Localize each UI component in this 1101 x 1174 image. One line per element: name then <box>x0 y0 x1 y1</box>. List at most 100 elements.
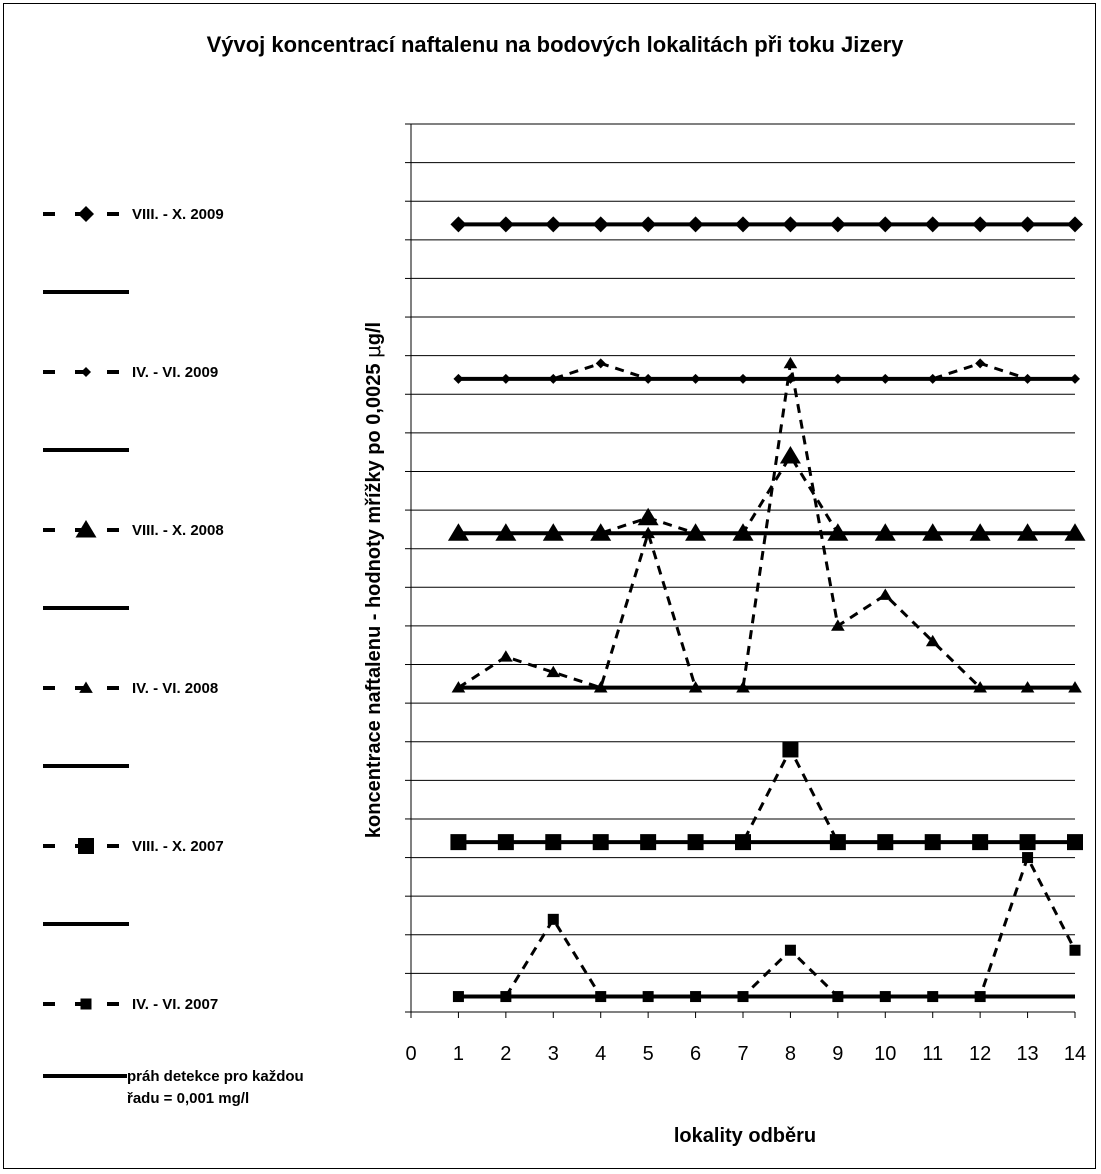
axes <box>405 123 1076 1018</box>
x-tick-label: 0 <box>405 1043 416 1065</box>
data-point <box>451 681 466 693</box>
x-tick-label: 5 <box>643 1043 654 1065</box>
legend-threshold-entry: práh detekce pro každou řadu = 0,001 mg/l <box>43 1068 304 1107</box>
data-point <box>832 991 844 1003</box>
legend-marker <box>78 206 94 222</box>
x-tick-label: 7 <box>737 1043 748 1065</box>
data-point <box>969 523 991 541</box>
data-point <box>782 216 799 233</box>
series-line <box>458 361 1075 381</box>
x-tick-label: 11 <box>922 1043 943 1065</box>
series <box>453 358 1080 384</box>
legend-label: IV. - VI. 2009 <box>132 364 218 381</box>
series-line <box>458 746 1075 844</box>
data-point <box>545 834 562 851</box>
legend-label: IV. - VI. 2007 <box>132 996 218 1013</box>
x-tick-label: 10 <box>874 1043 896 1065</box>
x-tick-label: 4 <box>595 1043 606 1065</box>
data-point <box>831 619 845 631</box>
data-point <box>973 681 987 693</box>
series <box>452 852 1081 1003</box>
data-point <box>1069 944 1081 956</box>
data-point <box>782 741 799 758</box>
data-point <box>779 446 801 464</box>
data-point <box>497 216 514 233</box>
series <box>450 741 1083 851</box>
data-point <box>783 356 798 369</box>
data-point <box>450 216 467 233</box>
data-point <box>690 991 702 1003</box>
series-line <box>458 453 1075 535</box>
data-point <box>1067 216 1083 233</box>
data-point <box>450 834 467 851</box>
legend-entry: VIII. - X. 2008 <box>43 520 224 539</box>
legend-label: IV. - VI. 2008 <box>132 680 218 697</box>
data-point <box>829 834 846 851</box>
chart-frame <box>3 3 1096 1169</box>
data-point <box>877 834 894 851</box>
data-point <box>737 991 749 1003</box>
legend-entry: IV. - VI. 2008 <box>43 680 218 697</box>
series <box>450 216 1083 233</box>
x-axis-label: lokality odběru <box>674 1125 816 1147</box>
data-point <box>590 523 612 541</box>
y-axis-label-mu: μ <box>361 345 385 358</box>
data-point <box>499 650 513 662</box>
legend-entry: VIII. - X. 2009 <box>43 206 224 223</box>
data-point <box>690 373 701 384</box>
data-point <box>924 216 941 233</box>
data-point <box>927 991 939 1003</box>
x-tick-label: 1 <box>453 1043 464 1065</box>
data-point <box>927 373 938 384</box>
data-point <box>642 991 654 1003</box>
data-point <box>542 523 564 541</box>
data-point <box>640 834 657 851</box>
data-point <box>878 588 893 600</box>
data-point <box>595 991 607 1003</box>
data-point <box>637 507 659 526</box>
data-point <box>687 834 704 851</box>
data-point <box>735 216 751 233</box>
x-tick-label: 9 <box>832 1043 843 1065</box>
data-point <box>924 834 941 851</box>
data-point <box>548 373 559 384</box>
legend-marker <box>81 367 91 377</box>
legend-label: VIII. - X. 2007 <box>132 838 224 855</box>
x-tick-label: 8 <box>785 1043 796 1065</box>
legend-entry: VIII. - X. 2007 <box>43 838 224 855</box>
data-point <box>1022 373 1033 384</box>
data-point <box>1067 834 1083 851</box>
legend-threshold-label: řadu = 0,001 mg/l <box>127 1090 249 1107</box>
data-point <box>832 373 843 384</box>
data-point <box>877 216 894 233</box>
series <box>451 356 1082 693</box>
y-axis-label-unit: g/l <box>363 322 385 345</box>
y-axis-label: koncentrace naftalenu - hodnoty mřížky p… <box>361 322 385 838</box>
x-tick-label: 14 <box>1064 1043 1086 1065</box>
data-point <box>1019 216 1036 233</box>
series <box>447 446 1086 541</box>
data-point <box>925 634 940 647</box>
data-point <box>640 216 657 233</box>
legend-marker <box>79 681 93 693</box>
data-point <box>500 373 511 384</box>
data-point <box>497 834 514 851</box>
data-point <box>972 216 989 233</box>
data-point <box>643 373 654 384</box>
data-point <box>922 523 944 541</box>
data-point <box>1019 834 1036 851</box>
x-tick-label: 12 <box>969 1043 991 1065</box>
data-point <box>688 681 703 693</box>
data-point <box>447 523 469 541</box>
data-point <box>975 358 986 369</box>
data-point <box>1020 681 1035 693</box>
x-tick-label: 2 <box>500 1043 511 1065</box>
data-point <box>595 358 606 369</box>
series-line <box>457 363 1075 690</box>
legend-marker <box>75 520 97 538</box>
data-point <box>827 523 849 541</box>
data-point <box>1022 852 1034 864</box>
data-point <box>879 991 891 1003</box>
data-point <box>732 523 754 541</box>
data-point <box>453 373 464 384</box>
